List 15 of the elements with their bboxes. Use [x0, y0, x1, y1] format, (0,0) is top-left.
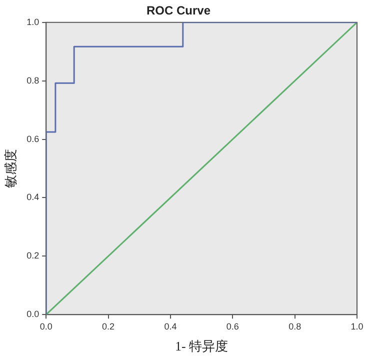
y-tick-label: 0.0	[26, 309, 40, 320]
x-tick-label: 0.4	[164, 321, 177, 332]
y-tick-label: 0.2	[26, 250, 40, 261]
y-axis-title: 敏感度	[3, 149, 18, 188]
x-tick-label: 0.0	[40, 321, 52, 332]
chart-title: ROC Curve	[146, 4, 211, 18]
y-tick-label: 0.4	[26, 192, 40, 202]
x-axis-title: 1- 特异度	[175, 338, 228, 354]
x-tick-label: 0.6	[226, 321, 239, 332]
x-tick-label: 0.8	[288, 321, 302, 332]
x-tick-label: 1.0	[350, 321, 364, 332]
y-tick-label: 0.6	[26, 134, 40, 144]
y-tick-label: 1.0	[26, 16, 40, 27]
y-tick-label: 0.8	[26, 75, 40, 86]
x-tick-label: 0.2	[102, 321, 115, 332]
